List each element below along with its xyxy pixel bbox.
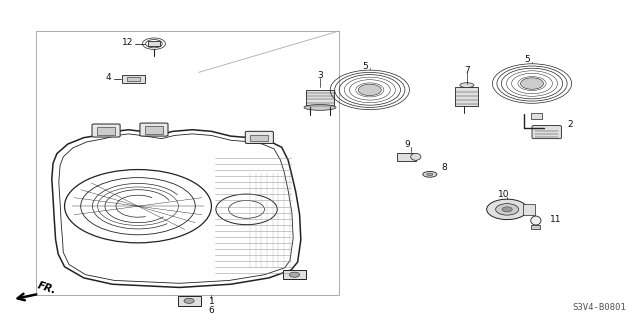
Bar xyxy=(145,126,163,133)
Circle shape xyxy=(289,272,300,277)
Text: 1: 1 xyxy=(209,297,214,306)
Bar xyxy=(306,90,334,108)
Bar xyxy=(97,127,115,134)
Text: 12: 12 xyxy=(122,38,134,47)
Bar xyxy=(122,75,145,83)
FancyBboxPatch shape xyxy=(140,123,168,136)
Bar xyxy=(127,77,140,81)
Ellipse shape xyxy=(304,105,336,110)
Text: 4: 4 xyxy=(106,73,111,82)
Ellipse shape xyxy=(411,153,421,160)
Text: 6: 6 xyxy=(209,306,214,315)
Bar xyxy=(250,134,268,141)
Text: 5: 5 xyxy=(524,55,530,64)
Bar xyxy=(531,113,542,119)
Bar xyxy=(456,87,478,106)
Bar xyxy=(523,204,534,215)
Bar xyxy=(36,31,339,295)
Text: 10: 10 xyxy=(498,189,509,199)
Ellipse shape xyxy=(460,83,474,87)
Text: FR.: FR. xyxy=(36,281,58,296)
Text: S3V4-B0801: S3V4-B0801 xyxy=(573,303,627,312)
Text: 9: 9 xyxy=(404,140,410,149)
Bar xyxy=(397,153,416,161)
FancyBboxPatch shape xyxy=(92,124,120,137)
Text: 5: 5 xyxy=(362,61,367,70)
Text: 2: 2 xyxy=(568,120,573,130)
Circle shape xyxy=(358,84,381,96)
Bar xyxy=(177,296,200,306)
Circle shape xyxy=(184,298,194,303)
Text: 8: 8 xyxy=(442,164,447,172)
Circle shape xyxy=(502,207,512,212)
Circle shape xyxy=(495,204,518,215)
Bar xyxy=(283,270,306,279)
Bar xyxy=(531,225,540,229)
Bar xyxy=(148,41,161,46)
Ellipse shape xyxy=(423,172,437,177)
Circle shape xyxy=(486,199,527,220)
Text: 11: 11 xyxy=(550,215,561,224)
Text: 7: 7 xyxy=(464,66,470,75)
FancyBboxPatch shape xyxy=(245,131,273,143)
Text: 3: 3 xyxy=(317,71,323,80)
Circle shape xyxy=(520,78,543,89)
Ellipse shape xyxy=(531,216,541,225)
FancyBboxPatch shape xyxy=(532,125,561,139)
Ellipse shape xyxy=(427,173,433,176)
